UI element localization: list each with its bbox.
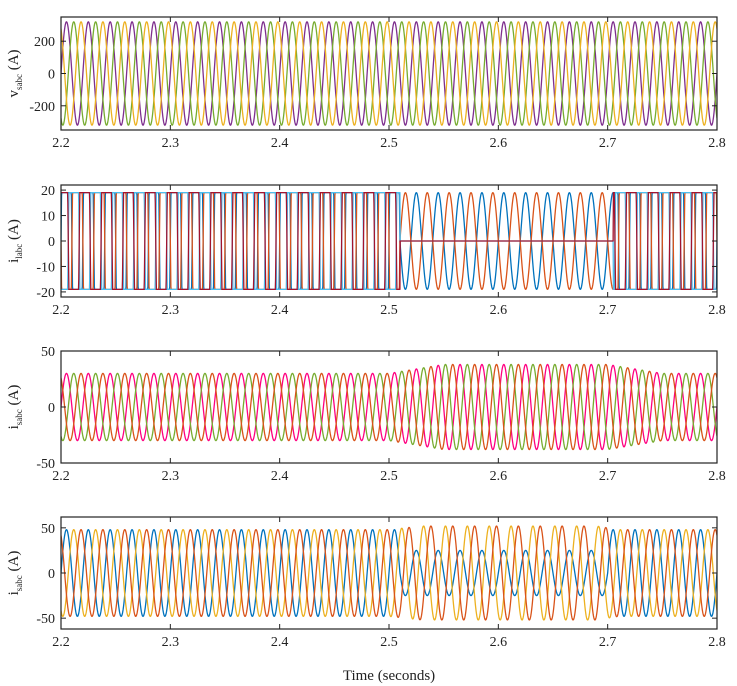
x-tick-label: 2.5 bbox=[380, 303, 398, 318]
y-axis-label: isabc (A) bbox=[6, 385, 24, 430]
panel-2: 2.2 2.3 2.4 2.5 2.6 2.7 2.8 -20 -10 0 10 20 ilabc (A… bbox=[6, 184, 726, 318]
x-tick-label: 2.6 bbox=[490, 469, 508, 484]
x-tick-label: 2.3 bbox=[162, 635, 180, 650]
series-line-3 bbox=[61, 363, 717, 451]
y-tick-label: -10 bbox=[36, 260, 55, 275]
x-tick-label: 2.6 bbox=[490, 635, 508, 650]
y-tick-label: 0 bbox=[48, 68, 55, 83]
traces bbox=[61, 525, 717, 621]
y-tick-label: 10 bbox=[41, 210, 55, 225]
series-line-2 bbox=[61, 21, 717, 126]
x-tick-label: 2.8 bbox=[708, 136, 726, 151]
y-tick-label: -50 bbox=[36, 457, 55, 472]
y-tick-label: -50 bbox=[36, 612, 55, 627]
series-line-3 bbox=[61, 525, 717, 621]
y-tick-label: 0 bbox=[48, 401, 55, 416]
y-tick-label: 0 bbox=[48, 235, 55, 250]
panel-1: 2.2 2.3 2.4 2.5 2.6 2.7 2.8 -200 0 200 vsabc (A) bbox=[6, 16, 726, 151]
x-tick-label: 2.5 bbox=[380, 136, 398, 151]
x-tick-label: 2.4 bbox=[271, 136, 289, 151]
x-tick-label: 2.3 bbox=[162, 136, 180, 151]
panel-4: 2.2 2.3 2.4 2.5 2.6 2.7 2.8 -50 0 50 isabc (A) Time… bbox=[6, 516, 726, 684]
x-tick-label: 2.2 bbox=[52, 635, 70, 650]
x-tick-label: 2.5 bbox=[380, 635, 398, 650]
x-tick-label: 2.8 bbox=[708, 635, 726, 650]
series-line-1 bbox=[61, 529, 717, 617]
x-tick-label: 2.3 bbox=[162, 469, 180, 484]
x-tick-label: 2.4 bbox=[271, 635, 289, 650]
y-tick-label: 0 bbox=[48, 567, 55, 582]
y-axis-label: isabc (A) bbox=[6, 551, 24, 596]
y-tick-label: 20 bbox=[41, 184, 55, 199]
y-tick-label: 50 bbox=[41, 345, 55, 360]
y-tick-label: -20 bbox=[36, 286, 55, 301]
x-tick-label: 2.8 bbox=[708, 303, 726, 318]
x-tick-label: 2.7 bbox=[599, 136, 617, 151]
x-tick-label: 2.3 bbox=[162, 303, 180, 318]
x-tick-label: 2.2 bbox=[52, 303, 70, 318]
x-tick-label: 2.7 bbox=[599, 635, 617, 650]
y-tick-label: 200 bbox=[34, 35, 55, 50]
x-tick-label: 2.7 bbox=[599, 303, 617, 318]
x-tick-label: 2.6 bbox=[490, 136, 508, 151]
traces bbox=[61, 191, 717, 291]
traces bbox=[61, 363, 717, 451]
y-tick-label: -200 bbox=[29, 100, 55, 115]
series-line-1 bbox=[61, 21, 717, 126]
x-tick-label: 2.2 bbox=[52, 469, 70, 484]
series-line-3 bbox=[61, 21, 717, 126]
series-line-2 bbox=[61, 525, 717, 621]
traces bbox=[61, 21, 717, 126]
x-tick-label: 2.7 bbox=[599, 469, 617, 484]
series-line-2 bbox=[61, 363, 717, 451]
x-tick-label: 2.4 bbox=[271, 469, 289, 484]
series-line-2 bbox=[61, 191, 717, 291]
y-axis-label: ilabc (A) bbox=[6, 219, 24, 263]
y-tick-label: 50 bbox=[41, 522, 55, 537]
y-axis-label: vsabc (A) bbox=[6, 49, 24, 97]
x-tick-label: 2.2 bbox=[52, 136, 70, 151]
x-tick-label: 2.4 bbox=[271, 303, 289, 318]
x-tick-label: 2.8 bbox=[708, 469, 726, 484]
series-line-1 bbox=[61, 363, 717, 451]
x-axis-label: Time (seconds) bbox=[343, 668, 435, 684]
x-tick-label: 2.6 bbox=[490, 303, 508, 318]
panel-3: 2.2 2.3 2.4 2.5 2.6 2.7 2.8 -50 0 50 isabc (A) bbox=[6, 345, 726, 484]
series-line-4 bbox=[61, 191, 717, 291]
x-tick-label: 2.5 bbox=[380, 469, 398, 484]
